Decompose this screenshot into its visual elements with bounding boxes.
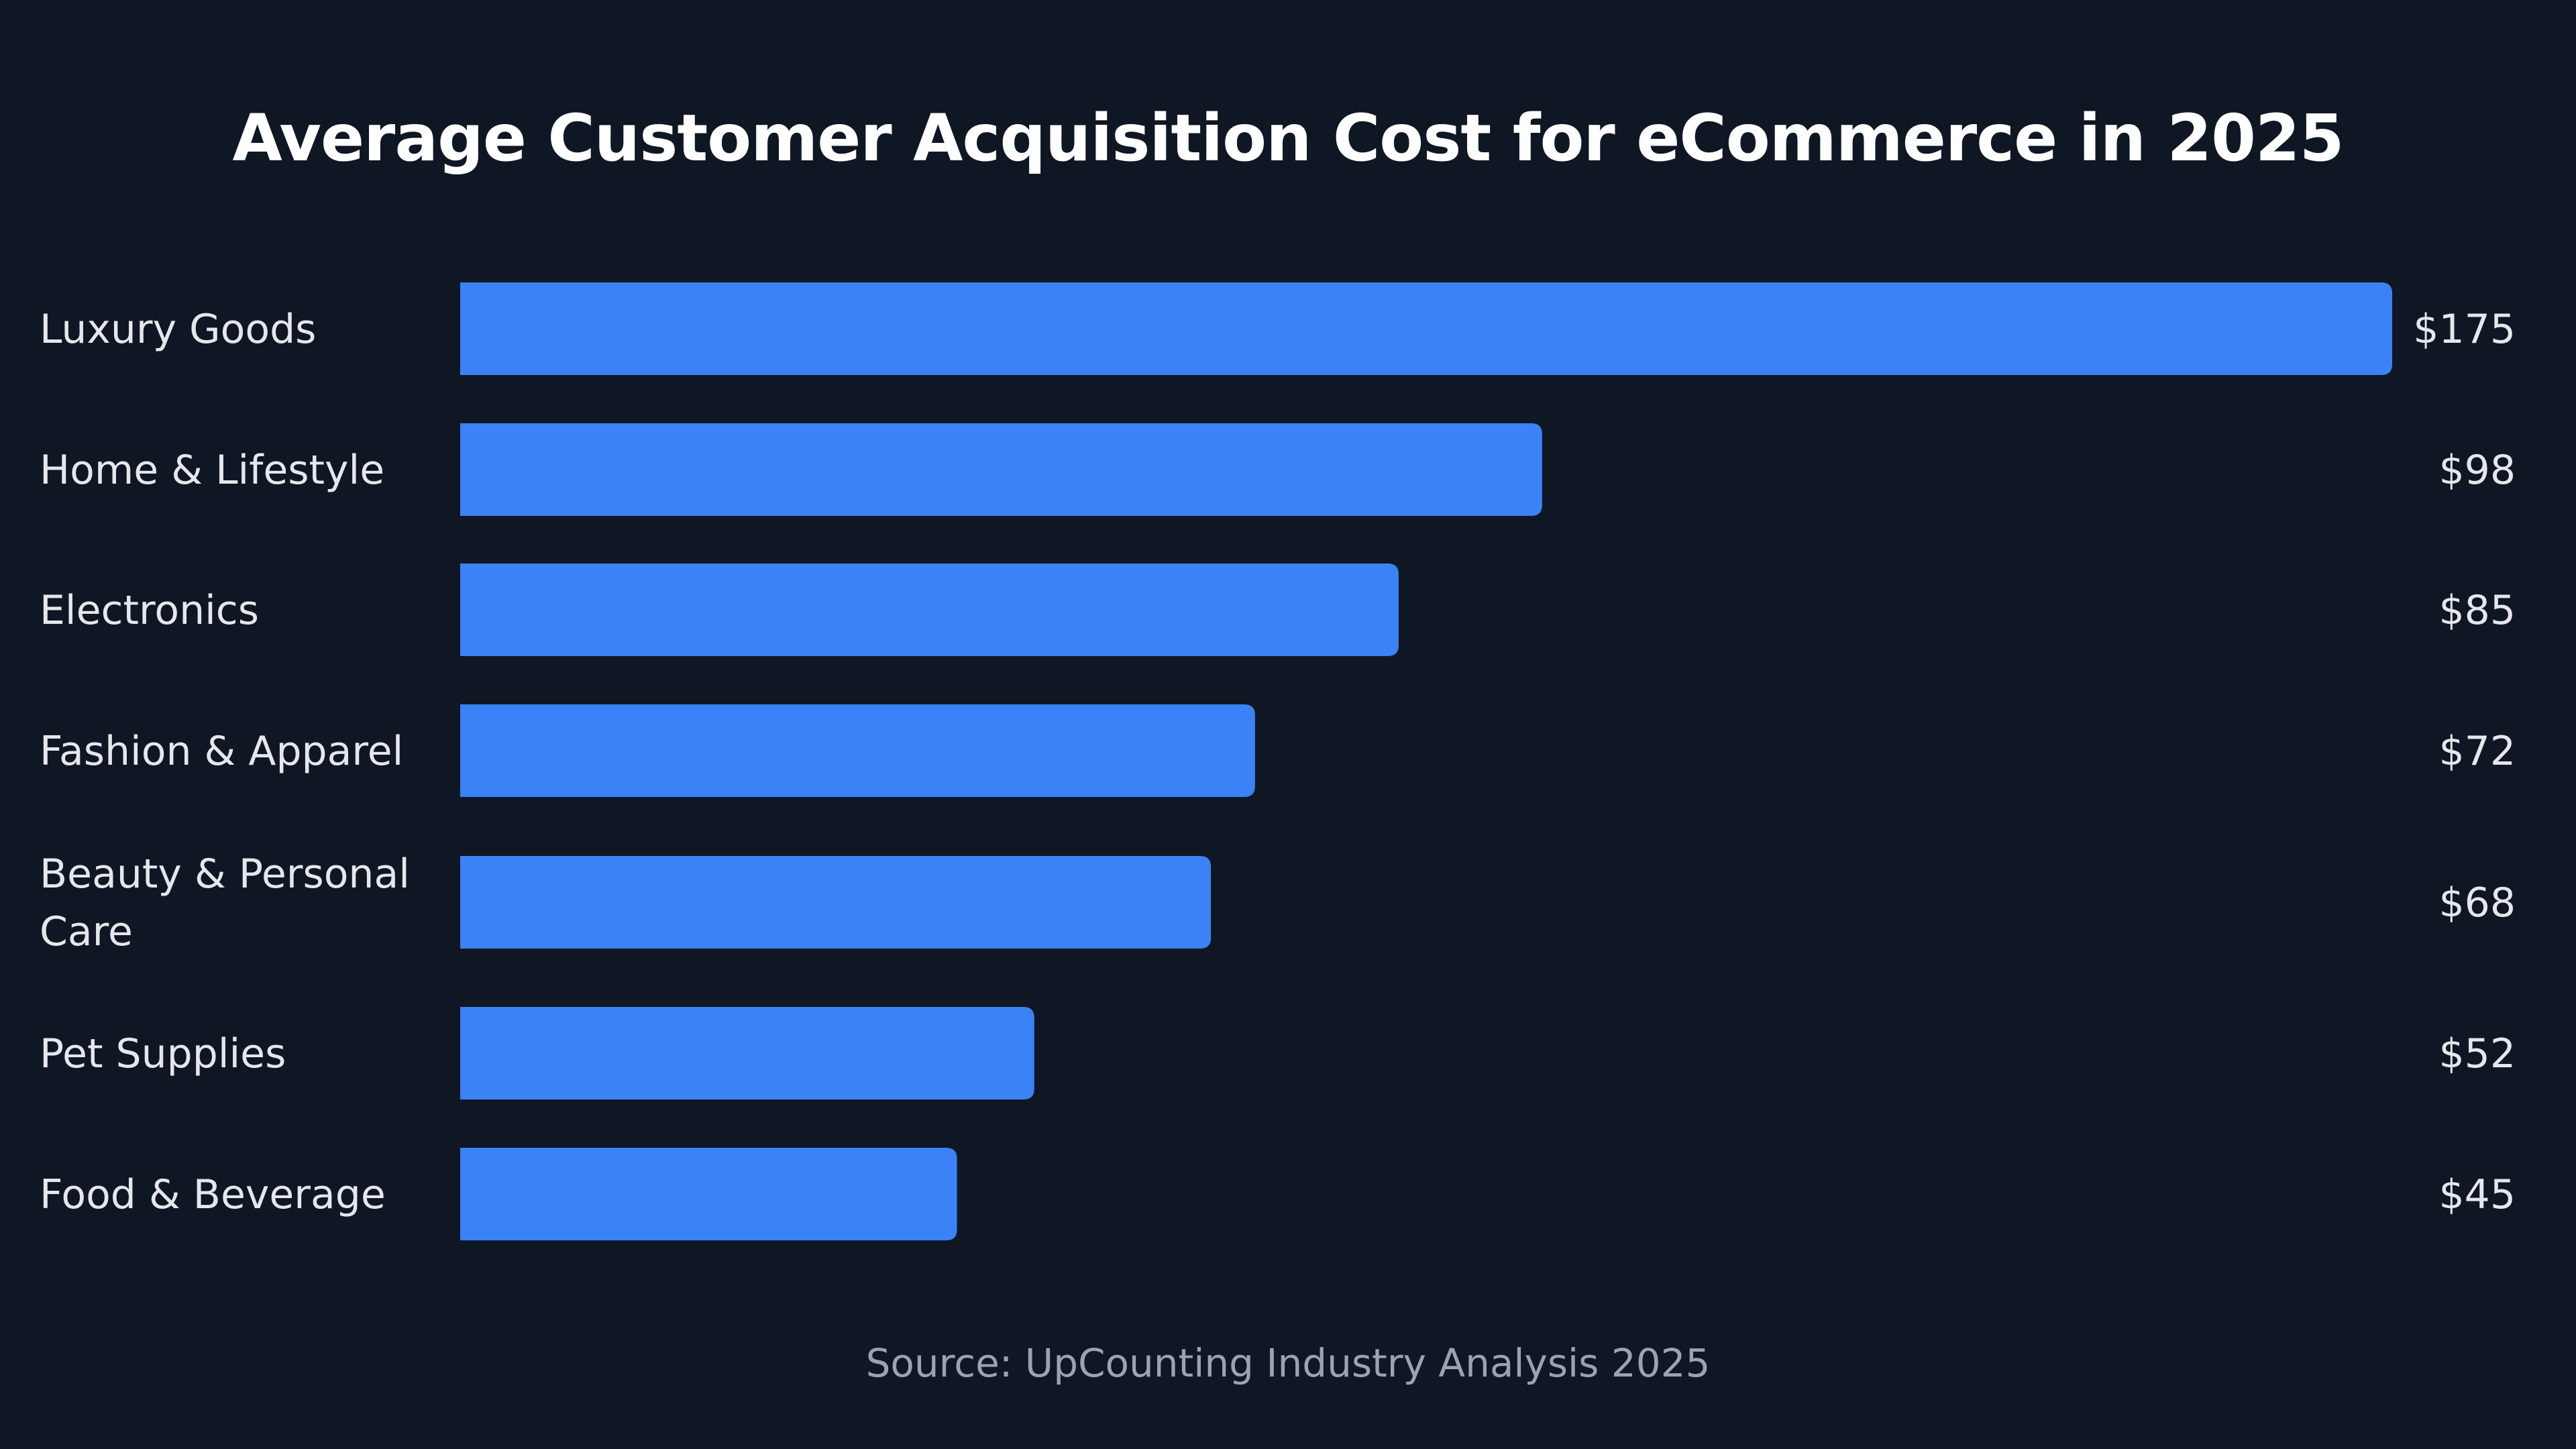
bar bbox=[460, 423, 1542, 516]
value-label: $68 bbox=[2438, 879, 2516, 926]
category-label-line: Food & Beverage bbox=[40, 1171, 386, 1218]
bar bbox=[460, 1007, 1034, 1099]
value-label: $72 bbox=[2438, 728, 2516, 775]
category-label: Fashion & Apparel bbox=[40, 728, 403, 775]
bar bbox=[460, 1148, 957, 1240]
category-label: Luxury Goods bbox=[40, 306, 316, 353]
value-label: $52 bbox=[2438, 1030, 2516, 1077]
bar bbox=[460, 856, 1212, 949]
category-label-line: Pet Supplies bbox=[40, 1030, 286, 1077]
category-label: Beauty & Personal Care bbox=[40, 851, 410, 955]
category-label-line: Beauty & Personal bbox=[40, 851, 410, 898]
bar bbox=[460, 704, 1255, 797]
value-label: $98 bbox=[2438, 447, 2516, 494]
category-label-line: Luxury Goods bbox=[40, 306, 316, 353]
bar bbox=[460, 564, 1399, 656]
category-label: Home & Lifestyle bbox=[40, 447, 384, 494]
category-label-line: Care bbox=[40, 908, 133, 955]
value-label: $175 bbox=[2413, 306, 2516, 353]
category-label: Pet Supplies bbox=[40, 1030, 286, 1077]
bar bbox=[460, 282, 2392, 375]
category-label: Electronics bbox=[40, 587, 259, 634]
category-label-line: Fashion & Apparel bbox=[40, 728, 403, 775]
category-label: Food & Beverage bbox=[40, 1171, 386, 1218]
source-note: Source: UpCounting Industry Analysis 202… bbox=[865, 1340, 1711, 1386]
value-label: $85 bbox=[2438, 587, 2516, 634]
category-label-line: Electronics bbox=[40, 587, 259, 634]
category-label-line: Home & Lifestyle bbox=[40, 447, 384, 494]
chart-title: Average Customer Acquisition Cost for eC… bbox=[232, 101, 2344, 176]
value-label: $45 bbox=[2438, 1171, 2516, 1218]
